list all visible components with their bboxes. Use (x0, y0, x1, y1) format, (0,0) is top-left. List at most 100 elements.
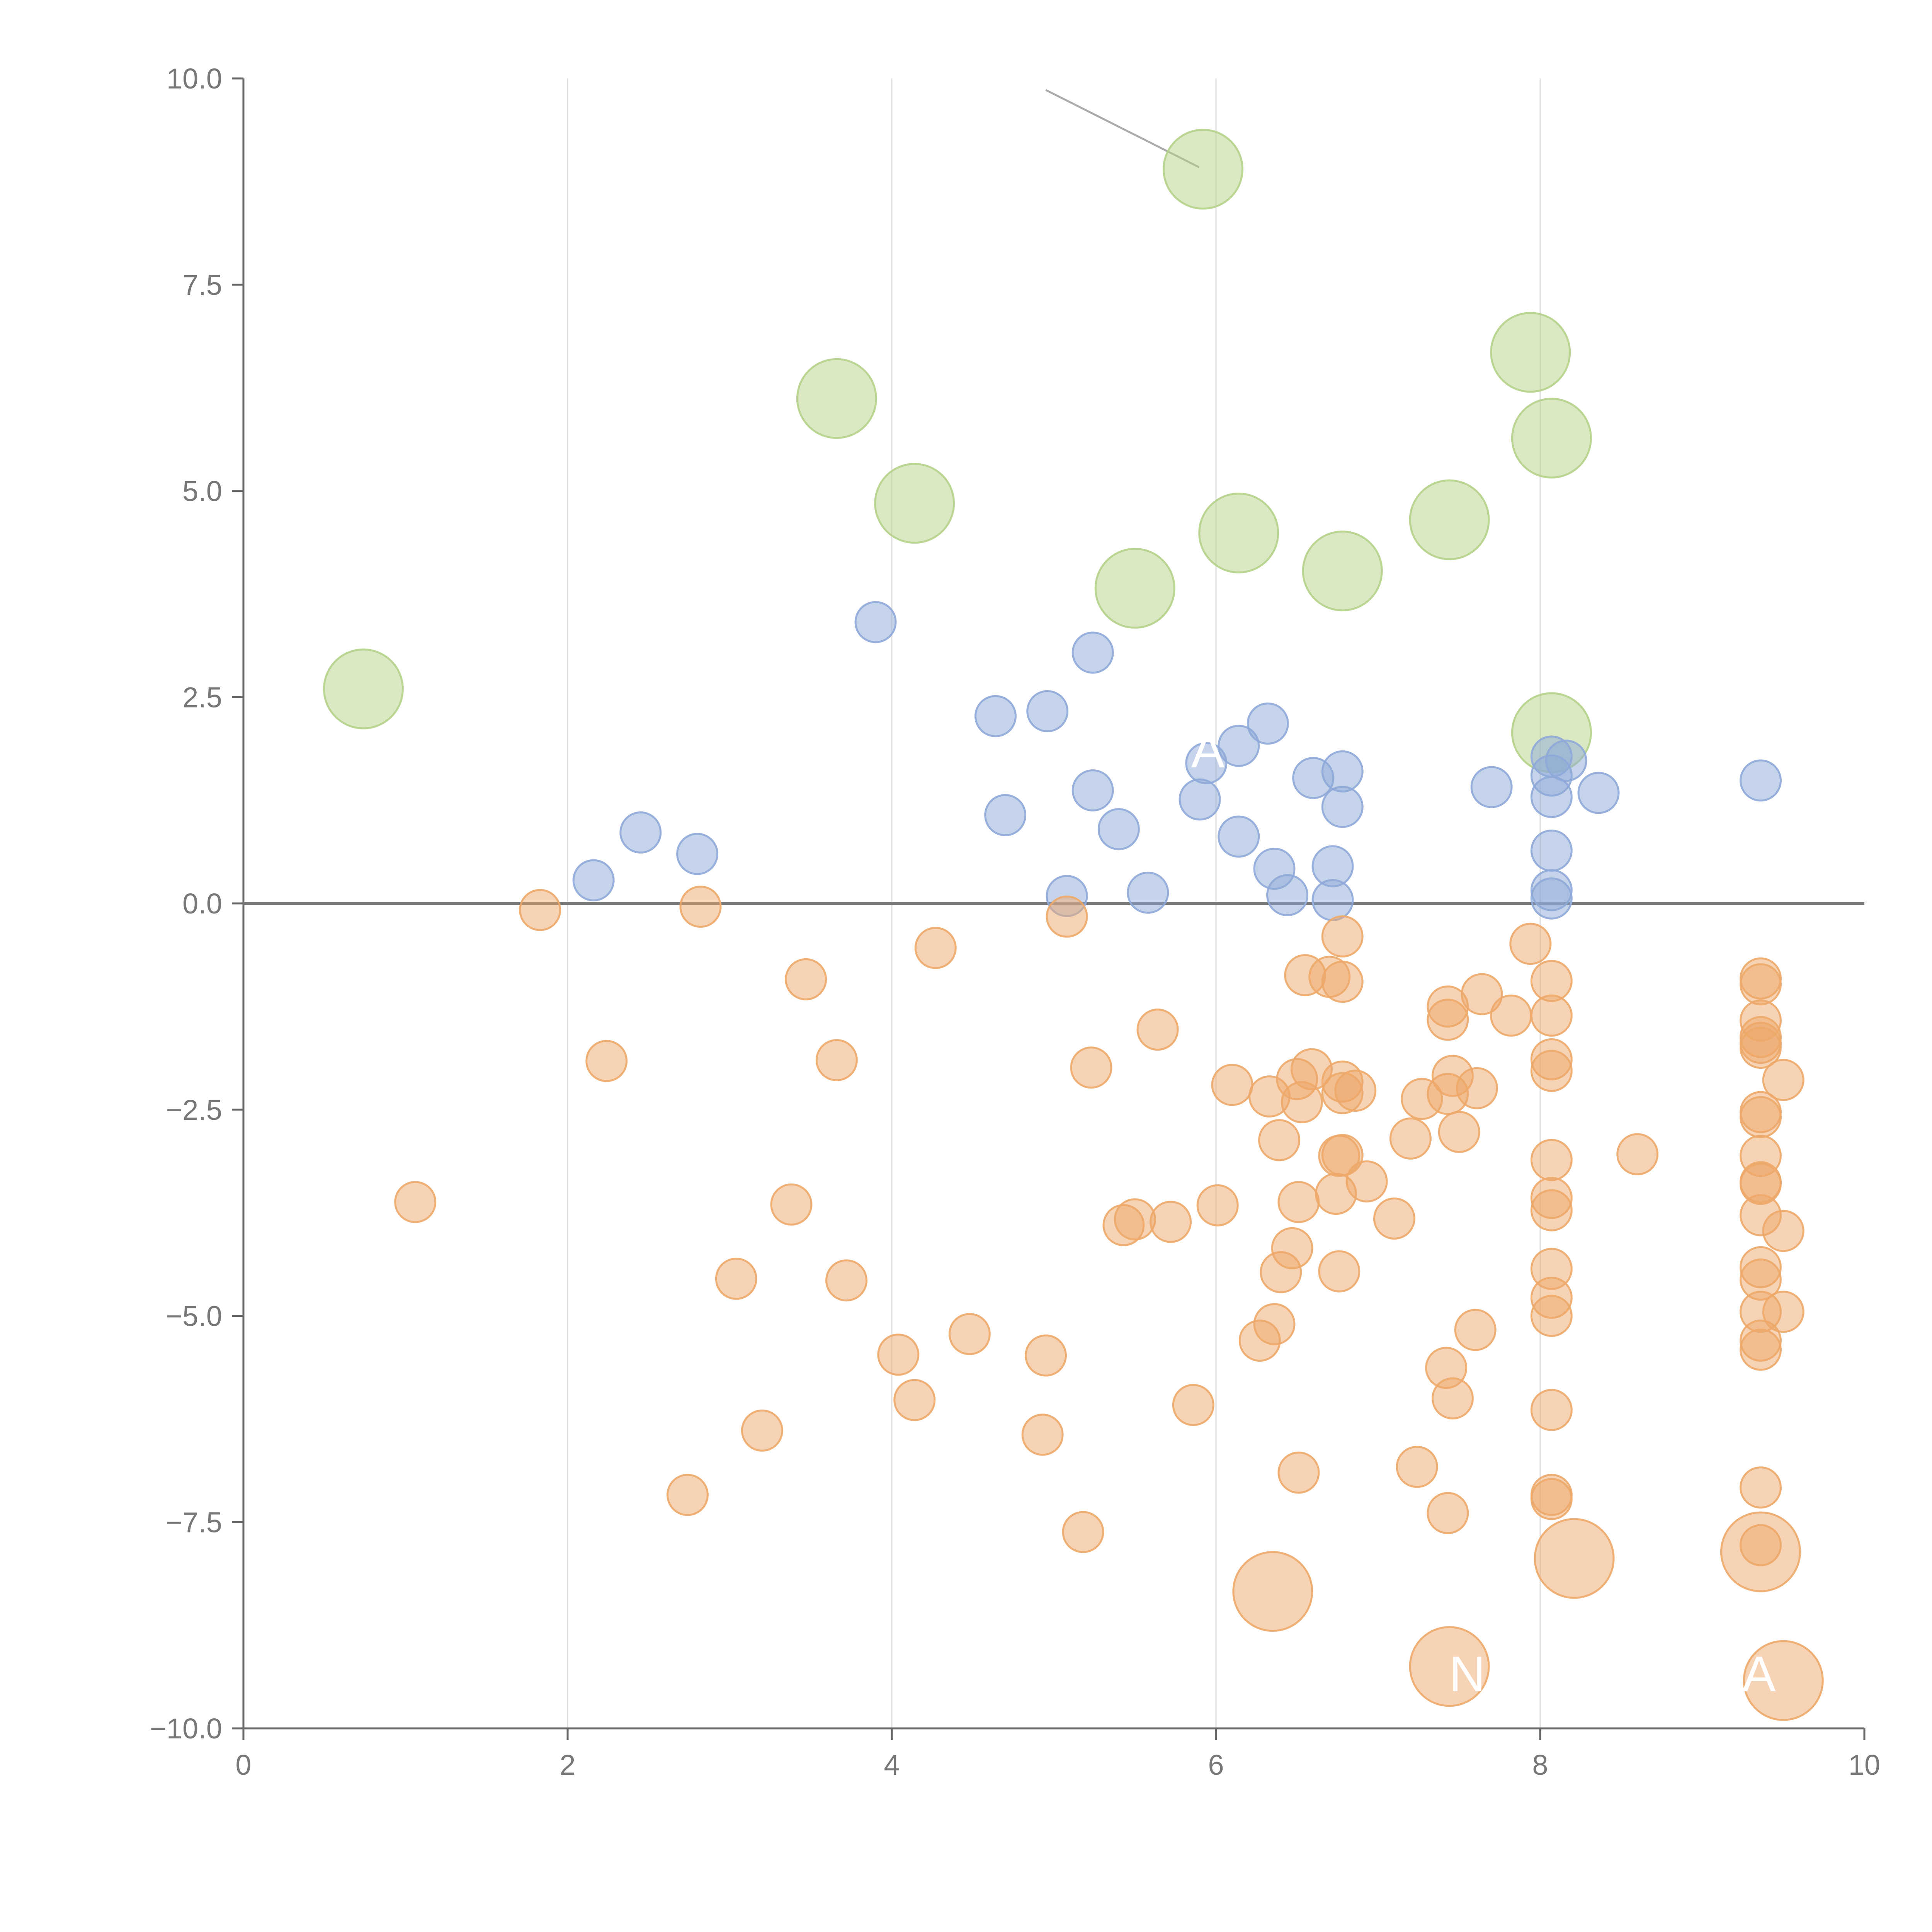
orange-point (679, 886, 722, 928)
annotation-label: A (1742, 1646, 1776, 1702)
orange-point (1427, 998, 1469, 1041)
blue-point (1026, 690, 1069, 733)
orange-point (1427, 1492, 1469, 1534)
orange-point (1046, 895, 1088, 938)
orange-point (1456, 1067, 1498, 1109)
blue-point (1266, 874, 1309, 917)
orange-point (1334, 1070, 1377, 1112)
green-point (1302, 531, 1383, 612)
orange-point (1150, 1201, 1192, 1243)
orange-point (1345, 1160, 1388, 1202)
blue-point (1247, 702, 1289, 745)
orange-point (1740, 1027, 1782, 1069)
orange-point (1318, 1250, 1361, 1293)
orange-point (1461, 973, 1503, 1015)
green-point (1490, 312, 1571, 393)
y-tick-label: 2.5 (182, 681, 222, 713)
blue-point (1218, 815, 1260, 858)
orange-point (394, 1181, 437, 1223)
orange-point (1172, 1384, 1214, 1426)
y-tick-label: 10.0 (167, 63, 222, 95)
orange-point (519, 889, 561, 931)
green-point (1409, 479, 1490, 560)
orange-point (1490, 994, 1532, 1037)
blue-point (1470, 766, 1513, 808)
orange-large-point (1232, 1551, 1313, 1632)
orange-large-point (1743, 1640, 1824, 1721)
orange-point (1740, 963, 1782, 1005)
orange-point (1530, 1189, 1573, 1231)
blue-point (1218, 724, 1260, 767)
green-point (796, 358, 877, 439)
annotation-layer: A N A (1191, 722, 1776, 1702)
orange-point (914, 927, 957, 969)
orange-point (1025, 1334, 1067, 1377)
orange-point (1321, 915, 1364, 957)
orange-point (1396, 1446, 1438, 1488)
orange-point (1258, 1119, 1301, 1162)
orange-point (1136, 1009, 1179, 1051)
blue-point (1577, 772, 1620, 814)
orange-point (1321, 1134, 1364, 1176)
blue-point (1530, 877, 1573, 920)
blue-point (854, 601, 897, 643)
orange-large-point (1409, 1626, 1490, 1707)
green-point (874, 463, 955, 544)
y-tick-label: −5.0 (166, 1300, 222, 1332)
x-tick-label: 0 (235, 1749, 251, 1781)
orange-point (1740, 1328, 1782, 1371)
orange-point (1114, 1198, 1156, 1241)
orange-point (1740, 1466, 1782, 1509)
blue-point (1530, 829, 1573, 872)
orange-point (1509, 923, 1552, 965)
orange-point (770, 1183, 813, 1226)
blue-point (1127, 871, 1169, 914)
orange-point (1740, 1096, 1782, 1138)
orange-point (1454, 1309, 1497, 1351)
orange-point (1762, 1059, 1804, 1101)
blue-point (1530, 776, 1573, 818)
orange-large-point (1720, 1511, 1801, 1592)
orange-point (785, 958, 827, 1000)
annotation-label: A (1191, 722, 1225, 778)
orange-point (1530, 1478, 1573, 1520)
orange-point (1253, 1303, 1296, 1345)
blue-point (1179, 778, 1221, 821)
orange-point (666, 1474, 709, 1516)
orange-point (1530, 994, 1573, 1037)
orange-point (1530, 1139, 1573, 1181)
blue-point (984, 794, 1027, 837)
axes-layer: 0 2 4 6 8 10 −10.0 −7.5 −5.0 −2.5 0.0 2.5 5.0 7.5 10.0 (150, 63, 1880, 1781)
orange-point (948, 1313, 991, 1355)
green-point (323, 648, 404, 730)
y-tick-label: 5.0 (182, 475, 222, 507)
y-tick-label: −7.5 (166, 1506, 222, 1538)
annotation-label: N (1449, 1646, 1485, 1702)
orange-point (741, 1409, 783, 1452)
orange-point (877, 1333, 920, 1376)
x-tick-label: 10 (1849, 1749, 1880, 1781)
orange-point (1762, 1291, 1804, 1333)
blue-point (619, 811, 662, 854)
orange-point (1062, 1511, 1104, 1553)
blue-point (1097, 808, 1140, 850)
green-point (1511, 398, 1592, 479)
green-point (1162, 129, 1243, 210)
blue-point (1185, 742, 1228, 784)
orange-point (815, 1039, 858, 1082)
x-tick-label: 4 (884, 1749, 900, 1781)
blue-point (1545, 740, 1587, 782)
orange-large-point (1534, 1518, 1615, 1599)
orange-point (1762, 1210, 1804, 1252)
green-point (1094, 548, 1175, 629)
orange-point (1616, 1133, 1659, 1175)
blue-point (1071, 769, 1114, 812)
orange-point (1277, 1451, 1320, 1494)
green-point (1198, 492, 1279, 573)
points-layer (323, 129, 1824, 1721)
orange-point (825, 1259, 868, 1302)
orange-point (1211, 1064, 1253, 1106)
blue-point (974, 695, 1017, 737)
